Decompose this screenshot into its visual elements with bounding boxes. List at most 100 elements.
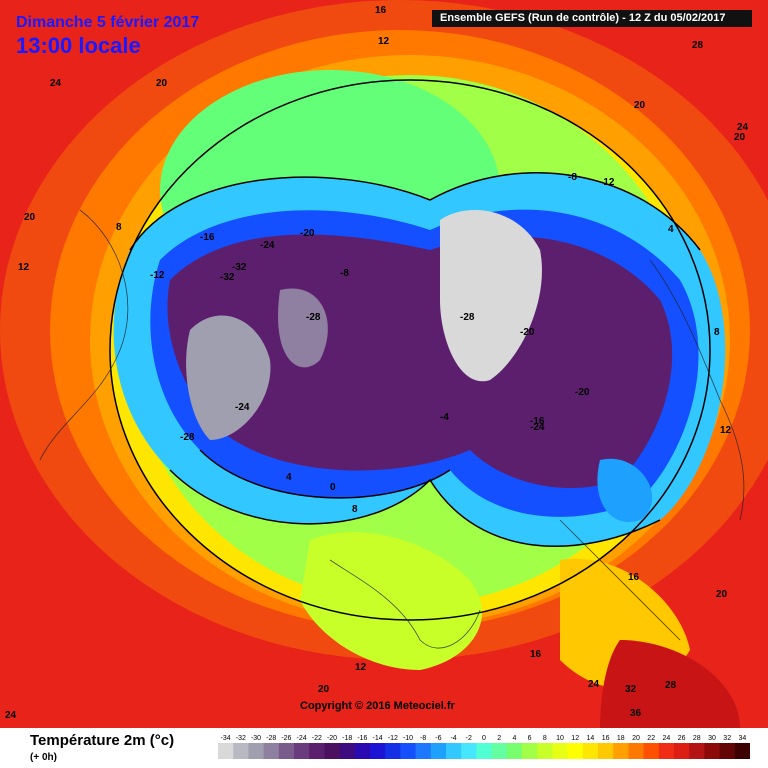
- scale-swatch: [339, 743, 356, 759]
- scale-swatch: [734, 743, 750, 759]
- scale-swatch: [248, 743, 265, 759]
- map-label: -12: [600, 177, 615, 188]
- map-label: -8: [340, 268, 349, 279]
- scale-tick-label: -10: [403, 735, 413, 742]
- scale-tick-label: -22: [312, 735, 322, 742]
- scale-tick-label: 20: [632, 735, 640, 742]
- scale-tick-label: -12: [388, 735, 398, 742]
- map-label: 8: [714, 327, 720, 338]
- scale-tick-label: 28: [693, 735, 701, 742]
- scale-swatch: [278, 743, 295, 759]
- scale-swatch: [522, 743, 538, 759]
- scale-tick-label: 6: [528, 735, 532, 742]
- map-label: 24: [588, 679, 600, 690]
- scale-tick-label: 2: [497, 735, 501, 742]
- map-label: 20: [156, 78, 168, 89]
- scale-tick-label: -34: [221, 735, 231, 742]
- scale-tick-label: 32: [723, 735, 731, 742]
- scale-swatch: [218, 743, 234, 759]
- scale-swatch: [643, 743, 660, 759]
- scale-swatch: [461, 743, 477, 759]
- scale-tick-label: 26: [678, 735, 686, 742]
- scale-swatch: [309, 743, 325, 759]
- map-label: 20: [634, 100, 646, 111]
- scale-swatch: [491, 743, 508, 759]
- scale-swatch: [415, 743, 432, 759]
- map-label: 28: [665, 680, 677, 691]
- legend: Température 2m (°c) (+ 0h) -34 -32 -30 -28-…: [0, 728, 768, 768]
- scale-tick-label: -14: [373, 735, 383, 742]
- scale-tick-label: -20: [327, 735, 337, 742]
- scale-tick-label: -2: [466, 735, 472, 742]
- map-local-time: 13:00 locale: [16, 33, 141, 58]
- scale-swatch: [552, 743, 569, 759]
- color-scale: -34 -32 -30 -28 -26 -24 -22 -20 -18 -16 -14 -12 -10-…: [218, 735, 750, 759]
- temperature-map: 16 12 28 24 20 20 24 20 20 8 12 -8 -16 -…: [0, 0, 768, 728]
- scale-tick-label: 34: [739, 735, 747, 742]
- scale-tick-label: 22: [647, 735, 655, 742]
- map-label: 28: [692, 40, 704, 51]
- scale-tick-label: 14: [587, 735, 595, 742]
- scale-swatch: [582, 743, 599, 759]
- map-label: -20: [300, 228, 315, 239]
- scale-tick-label: -8: [420, 735, 426, 742]
- map-label: 36: [630, 708, 642, 719]
- lead-time-label: (+ 0h): [30, 752, 57, 763]
- map-label: 12: [378, 36, 390, 47]
- scale-swatch: [689, 743, 705, 759]
- scale-tick-label: 4: [512, 735, 516, 742]
- map-label: 12: [720, 425, 732, 436]
- map-label: 16: [530, 649, 542, 660]
- map-label: 4: [286, 472, 292, 483]
- scale-tick-label: -18: [342, 735, 352, 742]
- scale-tick-label: -32: [236, 735, 246, 742]
- scale-swatch: [430, 743, 447, 759]
- map-label: 32: [625, 684, 637, 695]
- scale-tick-label: -30: [251, 735, 261, 742]
- map-label: 12: [18, 262, 30, 273]
- scale-swatch: [567, 743, 584, 759]
- map-label: -4: [440, 412, 449, 423]
- scale-swatch: [613, 743, 629, 759]
- map-label: 8: [116, 222, 122, 233]
- map-label: 20: [734, 132, 746, 143]
- map-label: -16: [200, 232, 215, 243]
- map-label: -28: [180, 432, 195, 443]
- map-label: -16: [530, 416, 545, 427]
- scale-tick-label: 24: [663, 735, 671, 742]
- scale-swatch: [476, 743, 493, 759]
- scale-tick-label: -6: [435, 735, 441, 742]
- map-label: -24: [530, 422, 545, 433]
- model-run-banner: Ensemble GEFS (Run de contrôle) - 12 Z d…: [432, 10, 752, 27]
- map-label: 8: [352, 504, 358, 515]
- map-label: -24: [260, 240, 275, 251]
- map-date: Dimanche 5 février 2017: [16, 14, 200, 31]
- scale-tick-label: 18: [617, 735, 625, 742]
- map-label: 16: [375, 5, 387, 16]
- scale-tick-label: 8: [543, 735, 547, 742]
- map-label: -8: [568, 172, 577, 183]
- map-label: -24: [235, 402, 250, 413]
- scale-swatch: [324, 743, 341, 759]
- scale-swatch: [385, 743, 401, 759]
- scale-swatch: [658, 743, 675, 759]
- map-label: 24: [5, 710, 17, 721]
- map-label: 4: [668, 224, 674, 235]
- scale-swatch: [446, 743, 462, 759]
- scale-tick-label: 30: [708, 735, 716, 742]
- scale-swatch: [537, 743, 553, 759]
- map-label: 24: [737, 122, 749, 133]
- scale-tick-label: 10: [556, 735, 564, 742]
- scale-tick-label: -24: [297, 735, 307, 742]
- scale-swatch: [628, 743, 645, 759]
- scale-swatch: [354, 743, 371, 759]
- scale-swatch: [263, 743, 280, 759]
- scale-tick-label: 0: [482, 735, 486, 742]
- map-label: -28: [306, 312, 321, 323]
- scale-tick-label: -4: [450, 735, 456, 742]
- map-label: 0: [330, 482, 336, 493]
- scale-tick-label: -28: [266, 735, 276, 742]
- scale-swatch: [370, 743, 386, 759]
- scale-tick-label: 16: [602, 735, 610, 742]
- map-label: -20: [575, 387, 590, 398]
